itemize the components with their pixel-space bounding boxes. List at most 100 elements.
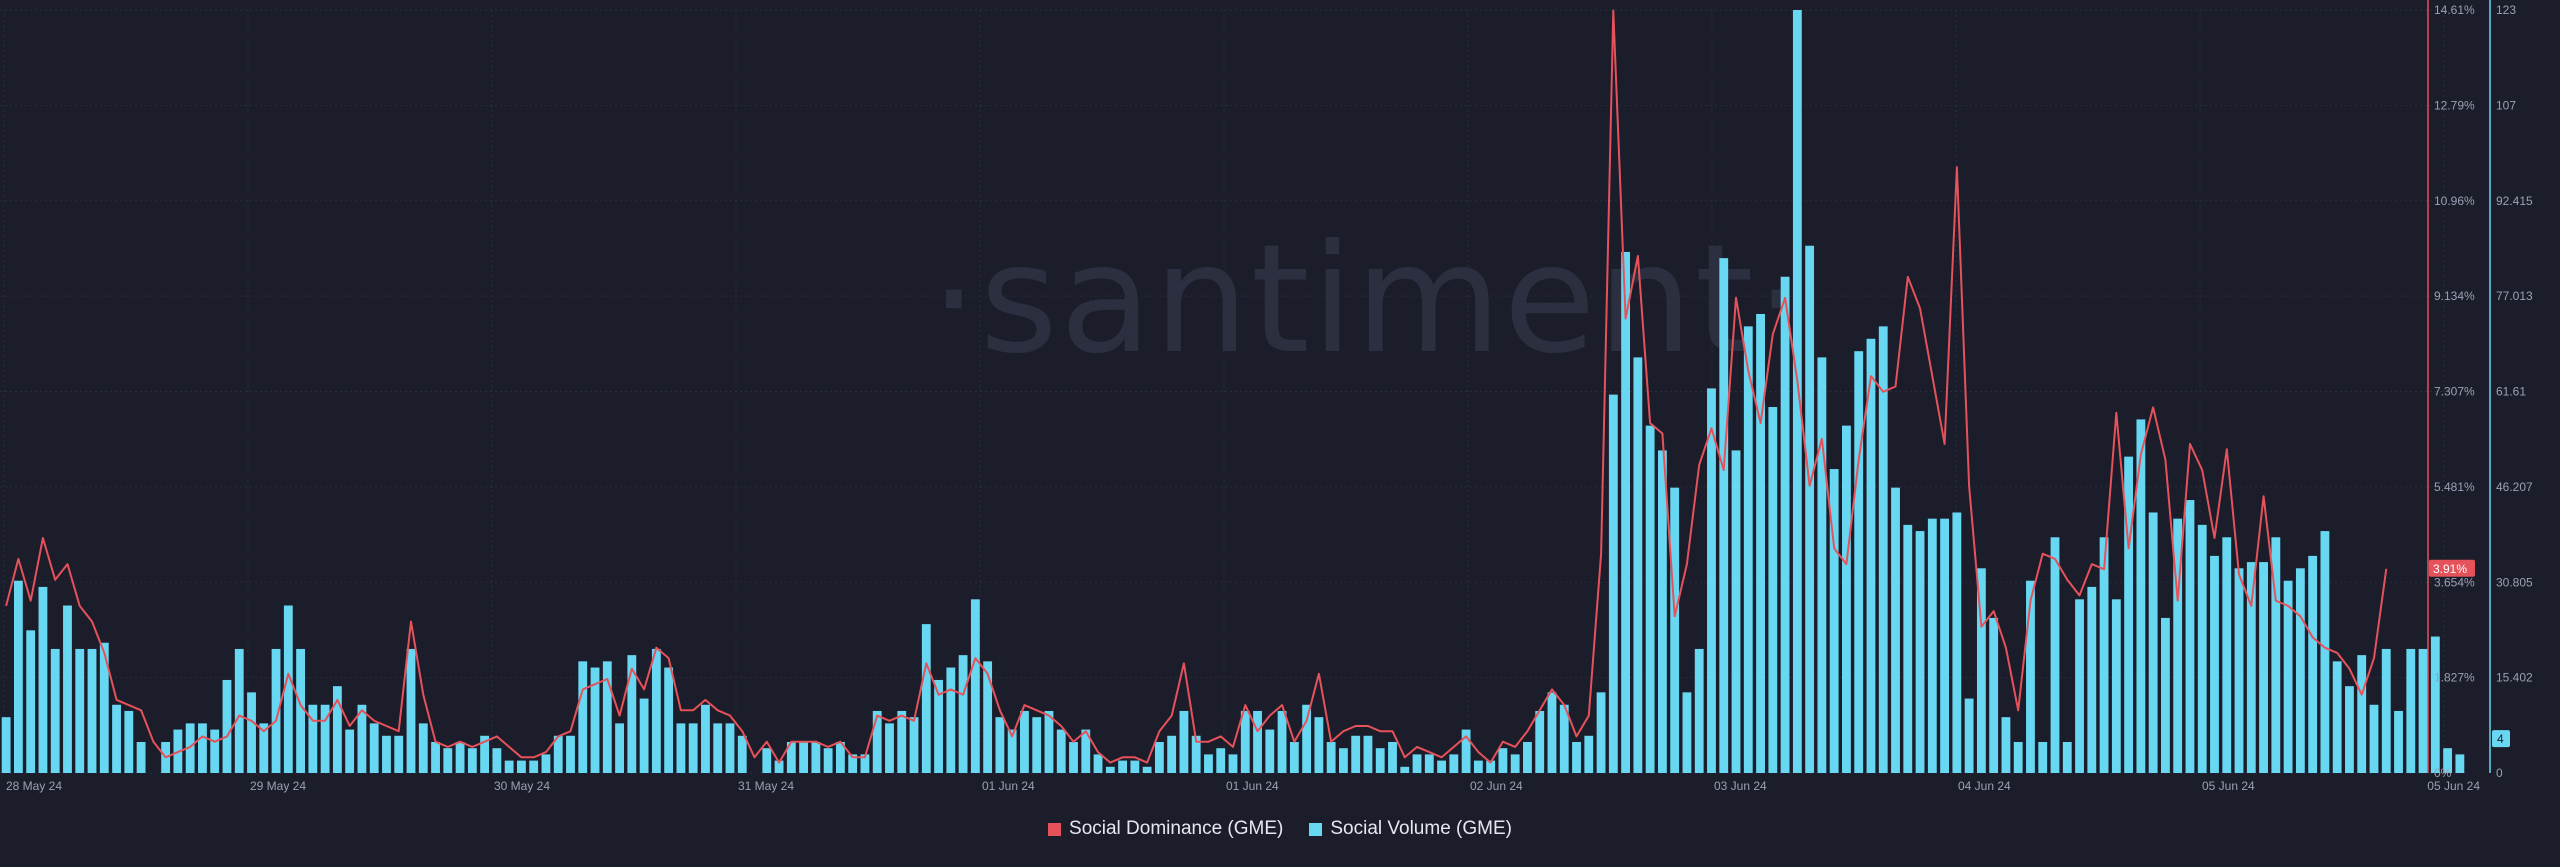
- volume-bar[interactable]: [2038, 741, 2048, 773]
- volume-bar[interactable]: [774, 760, 784, 773]
- volume-bar[interactable]: [418, 723, 428, 773]
- volume-bar[interactable]: [38, 586, 48, 773]
- volume-bar[interactable]: [382, 735, 391, 773]
- volume-bar[interactable]: [897, 710, 907, 773]
- volume-bar[interactable]: [1817, 357, 1827, 773]
- volume-bar[interactable]: [2320, 531, 2330, 773]
- volume-bar[interactable]: [1130, 760, 1140, 773]
- volume-bar[interactable]: [2161, 617, 2170, 773]
- volume-bar[interactable]: [909, 717, 919, 773]
- volume-bar[interactable]: [2026, 580, 2035, 773]
- volume-bar[interactable]: [210, 729, 220, 773]
- volume-bar[interactable]: [26, 630, 36, 773]
- volume-bar[interactable]: [99, 642, 109, 773]
- volume-bar[interactable]: [2455, 754, 2465, 773]
- volume-bar[interactable]: [1032, 717, 1042, 773]
- volume-bar[interactable]: [2111, 599, 2121, 773]
- volume-bar[interactable]: [1621, 251, 1631, 774]
- volume-bar[interactable]: [627, 655, 637, 773]
- volume-bar[interactable]: [1842, 425, 1851, 773]
- legend-item-dominance[interactable]: Social Dominance (GME): [1048, 818, 1283, 840]
- volume-bar[interactable]: [1559, 704, 1569, 773]
- volume-bar[interactable]: [1743, 326, 1753, 773]
- volume-bar[interactable]: [921, 624, 931, 773]
- volume-bar[interactable]: [1608, 394, 1618, 773]
- volume-bar[interactable]: [885, 723, 894, 773]
- volume-bar[interactable]: [1, 717, 11, 773]
- volume-bar[interactable]: [357, 704, 367, 773]
- volume-bar[interactable]: [1952, 512, 1962, 773]
- volume-bar[interactable]: [2173, 518, 2183, 773]
- volume-bar[interactable]: [2246, 562, 2256, 773]
- volume-bar[interactable]: [75, 648, 85, 773]
- volume-bar[interactable]: [234, 648, 244, 773]
- volume-bar[interactable]: [786, 741, 796, 773]
- volume-bar[interactable]: [1510, 754, 1520, 773]
- volume-bar[interactable]: [995, 717, 1005, 773]
- volume-bar[interactable]: [1854, 351, 1864, 773]
- volume-bar[interactable]: [431, 741, 440, 773]
- volume-bar[interactable]: [1461, 729, 1471, 773]
- volume-bar[interactable]: [2075, 599, 2084, 773]
- volume-bar[interactable]: [1903, 524, 1913, 773]
- volume-bar[interactable]: [1584, 735, 1594, 773]
- volume-bar[interactable]: [112, 704, 121, 773]
- volume-bar[interactable]: [1326, 741, 1336, 773]
- volume-bar[interactable]: [1719, 258, 1729, 773]
- volume-bar[interactable]: [1191, 735, 1201, 773]
- volume-bar[interactable]: [2369, 704, 2379, 773]
- volume-bar[interactable]: [259, 723, 269, 773]
- volume-bar[interactable]: [1081, 729, 1091, 773]
- volume-bar[interactable]: [639, 698, 649, 773]
- volume-bar[interactable]: [185, 723, 195, 773]
- volume-bar[interactable]: [480, 735, 490, 773]
- volume-bar[interactable]: [2124, 456, 2134, 773]
- volume-bar[interactable]: [1633, 357, 1643, 773]
- volume-bar[interactable]: [1657, 450, 1667, 773]
- volume-bar[interactable]: [443, 748, 453, 773]
- volume-bar[interactable]: [1989, 617, 1999, 773]
- volume-bar[interactable]: [1523, 741, 1532, 773]
- volume-bar[interactable]: [615, 723, 624, 773]
- volume-bar[interactable]: [958, 655, 968, 773]
- volume-bar[interactable]: [2013, 741, 2023, 773]
- volume-bar[interactable]: [1056, 729, 1066, 773]
- volume-bar[interactable]: [1289, 741, 1299, 773]
- volume-bar[interactable]: [1829, 469, 1839, 773]
- volume-bar[interactable]: [1204, 754, 1213, 773]
- volume-bar[interactable]: [1167, 735, 1177, 773]
- volume-bar[interactable]: [1473, 760, 1483, 773]
- volume-bar[interactable]: [823, 748, 833, 773]
- volume-bar[interactable]: [1375, 748, 1385, 773]
- volume-bar[interactable]: [517, 760, 526, 773]
- volume-bar[interactable]: [1179, 710, 1189, 773]
- volume-bar[interactable]: [2099, 537, 2109, 773]
- volume-bar[interactable]: [676, 723, 686, 773]
- volume-bar[interactable]: [1891, 487, 1900, 773]
- volume-bar[interactable]: [87, 648, 97, 773]
- volume-bar[interactable]: [1118, 760, 1127, 773]
- volume-bar[interactable]: [1363, 735, 1373, 773]
- volume-bar[interactable]: [701, 704, 710, 773]
- volume-bar[interactable]: [688, 723, 698, 773]
- volume-bar[interactable]: [2381, 648, 2391, 773]
- volume-bar[interactable]: [136, 741, 146, 773]
- volume-bar[interactable]: [1044, 710, 1054, 773]
- volume-bar[interactable]: [2418, 648, 2428, 773]
- volume-bar[interactable]: [1805, 245, 1815, 773]
- volume-bar[interactable]: [2197, 524, 2207, 773]
- volume-bar[interactable]: [1645, 425, 1655, 773]
- volume-bar[interactable]: [1780, 276, 1790, 773]
- volume-bar[interactable]: [1535, 710, 1545, 773]
- volume-bar[interactable]: [578, 661, 588, 773]
- volume-bar[interactable]: [934, 679, 943, 773]
- volume-bar[interactable]: [332, 686, 342, 773]
- volume-bar[interactable]: [1878, 326, 1888, 773]
- volume-bar[interactable]: [664, 667, 674, 773]
- volume-bar[interactable]: [63, 605, 72, 773]
- volume-bar[interactable]: [1682, 692, 1692, 773]
- volume-bar[interactable]: [271, 648, 281, 773]
- volume-bar[interactable]: [1007, 729, 1017, 773]
- volume-bar[interactable]: [1964, 698, 1974, 773]
- volume-bar[interactable]: [320, 704, 330, 773]
